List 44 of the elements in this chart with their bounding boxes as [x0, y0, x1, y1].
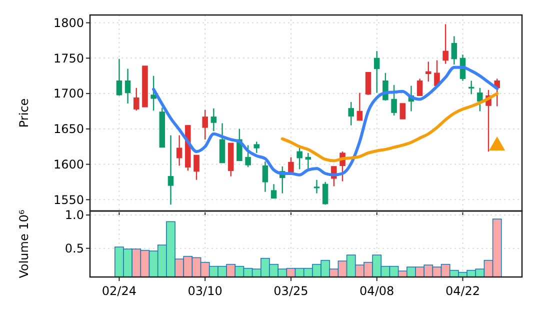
candlestick [219, 122, 226, 164]
candlestick [168, 134, 174, 206]
candlestick [468, 80, 474, 95]
x-tick-label: 03/10 [188, 284, 222, 298]
candlestick [262, 160, 268, 192]
candlestick [296, 146, 302, 170]
x-tick-label: 03/25 [274, 284, 308, 298]
y-tick-label: 1650 [53, 122, 84, 136]
candlestick [124, 68, 131, 104]
x-tick-label: 02/24 [102, 284, 136, 298]
y-axis-title: Price [17, 98, 31, 128]
candlestick [374, 50, 380, 94]
y-axis-title: Volume 10⁶ [17, 210, 31, 278]
y-tick-label: 1.0 [64, 208, 84, 222]
candlestick [134, 87, 140, 112]
candlestick [194, 154, 200, 180]
candlestick [314, 179, 320, 194]
candlestick [270, 184, 277, 199]
candlestick [210, 108, 217, 132]
x-tick-label: 04/08 [360, 284, 394, 298]
candlestick [150, 75, 156, 112]
candlestick [451, 36, 458, 66]
y-tick-label: 1700 [53, 86, 84, 101]
y-tick-label: 1600 [53, 158, 84, 172]
candlestick [322, 181, 328, 206]
candlestick [365, 72, 372, 96]
y-tick-label: 1800 [53, 16, 84, 30]
y-tick-label: 1550 [53, 192, 84, 207]
candlestick [202, 109, 208, 140]
candlestick [356, 92, 363, 122]
y-tick-label: 1750 [53, 51, 84, 66]
candlestick [416, 78, 423, 96]
candlestick [426, 61, 432, 82]
candlestick [442, 24, 448, 64]
candlestick [116, 58, 122, 96]
candlestick [254, 141, 260, 154]
candlestick [176, 134, 182, 166]
candlestick [348, 101, 354, 126]
x-tick-label: 04/22 [445, 284, 480, 298]
candlestick [305, 152, 312, 170]
candlestick [391, 84, 397, 116]
candlestick [245, 144, 251, 168]
y-tick-label: 0.5 [64, 242, 84, 256]
candlestick [400, 102, 406, 120]
